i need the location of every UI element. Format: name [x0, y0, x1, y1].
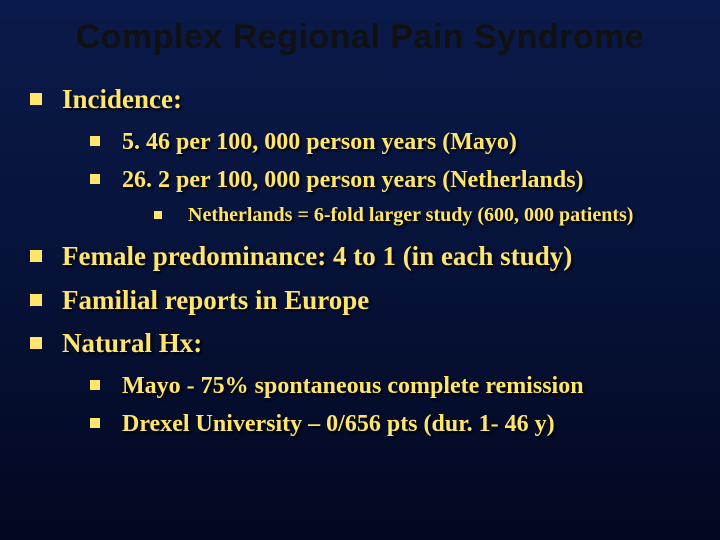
- square-bullet-icon: [30, 250, 42, 262]
- bullet-drexel: Drexel University – 0/656 pts (dur. 1- 4…: [90, 409, 700, 439]
- bullet-mayo-remission: Mayo - 75% spontaneous complete remissio…: [90, 371, 700, 401]
- square-bullet-icon: [30, 93, 42, 105]
- bullet-netherlands-note: Netherlands = 6-fold larger study (600, …: [154, 203, 700, 228]
- bullet-text: Familial reports in Europe: [62, 284, 369, 318]
- bullet-text: Incidence:: [62, 83, 182, 117]
- bullet-incidence: Incidence:: [30, 83, 700, 117]
- bullet-text: 26. 2 per 100, 000 person years (Netherl…: [122, 165, 584, 195]
- bullet-text: 5. 46 per 100, 000 person years (Mayo): [122, 127, 517, 157]
- bullet-text: Mayo - 75% spontaneous complete remissio…: [122, 371, 584, 401]
- bullet-text: Netherlands = 6-fold larger study (600, …: [188, 203, 633, 228]
- square-bullet-icon: [90, 380, 100, 390]
- square-bullet-icon: [90, 174, 100, 184]
- bullet-female-predominance: Female predominance: 4 to 1 (in each stu…: [30, 240, 700, 274]
- bullet-incidence-mayo: 5. 46 per 100, 000 person years (Mayo): [90, 127, 700, 157]
- bullet-text: Female predominance: 4 to 1 (in each stu…: [62, 240, 572, 274]
- square-bullet-icon: [30, 294, 42, 306]
- square-bullet-icon: [90, 418, 100, 428]
- square-bullet-icon: [30, 337, 42, 349]
- bullet-text: Drexel University – 0/656 pts (dur. 1- 4…: [122, 409, 555, 439]
- square-bullet-icon: [90, 136, 100, 146]
- slide-title: Complex Regional Pain Syndrome: [20, 18, 700, 57]
- bullet-incidence-netherlands: 26. 2 per 100, 000 person years (Netherl…: [90, 165, 700, 195]
- bullet-natural-hx: Natural Hx:: [30, 327, 700, 361]
- square-bullet-icon: [154, 211, 162, 219]
- bullet-text: Natural Hx:: [62, 327, 202, 361]
- bullet-familial-reports: Familial reports in Europe: [30, 284, 700, 318]
